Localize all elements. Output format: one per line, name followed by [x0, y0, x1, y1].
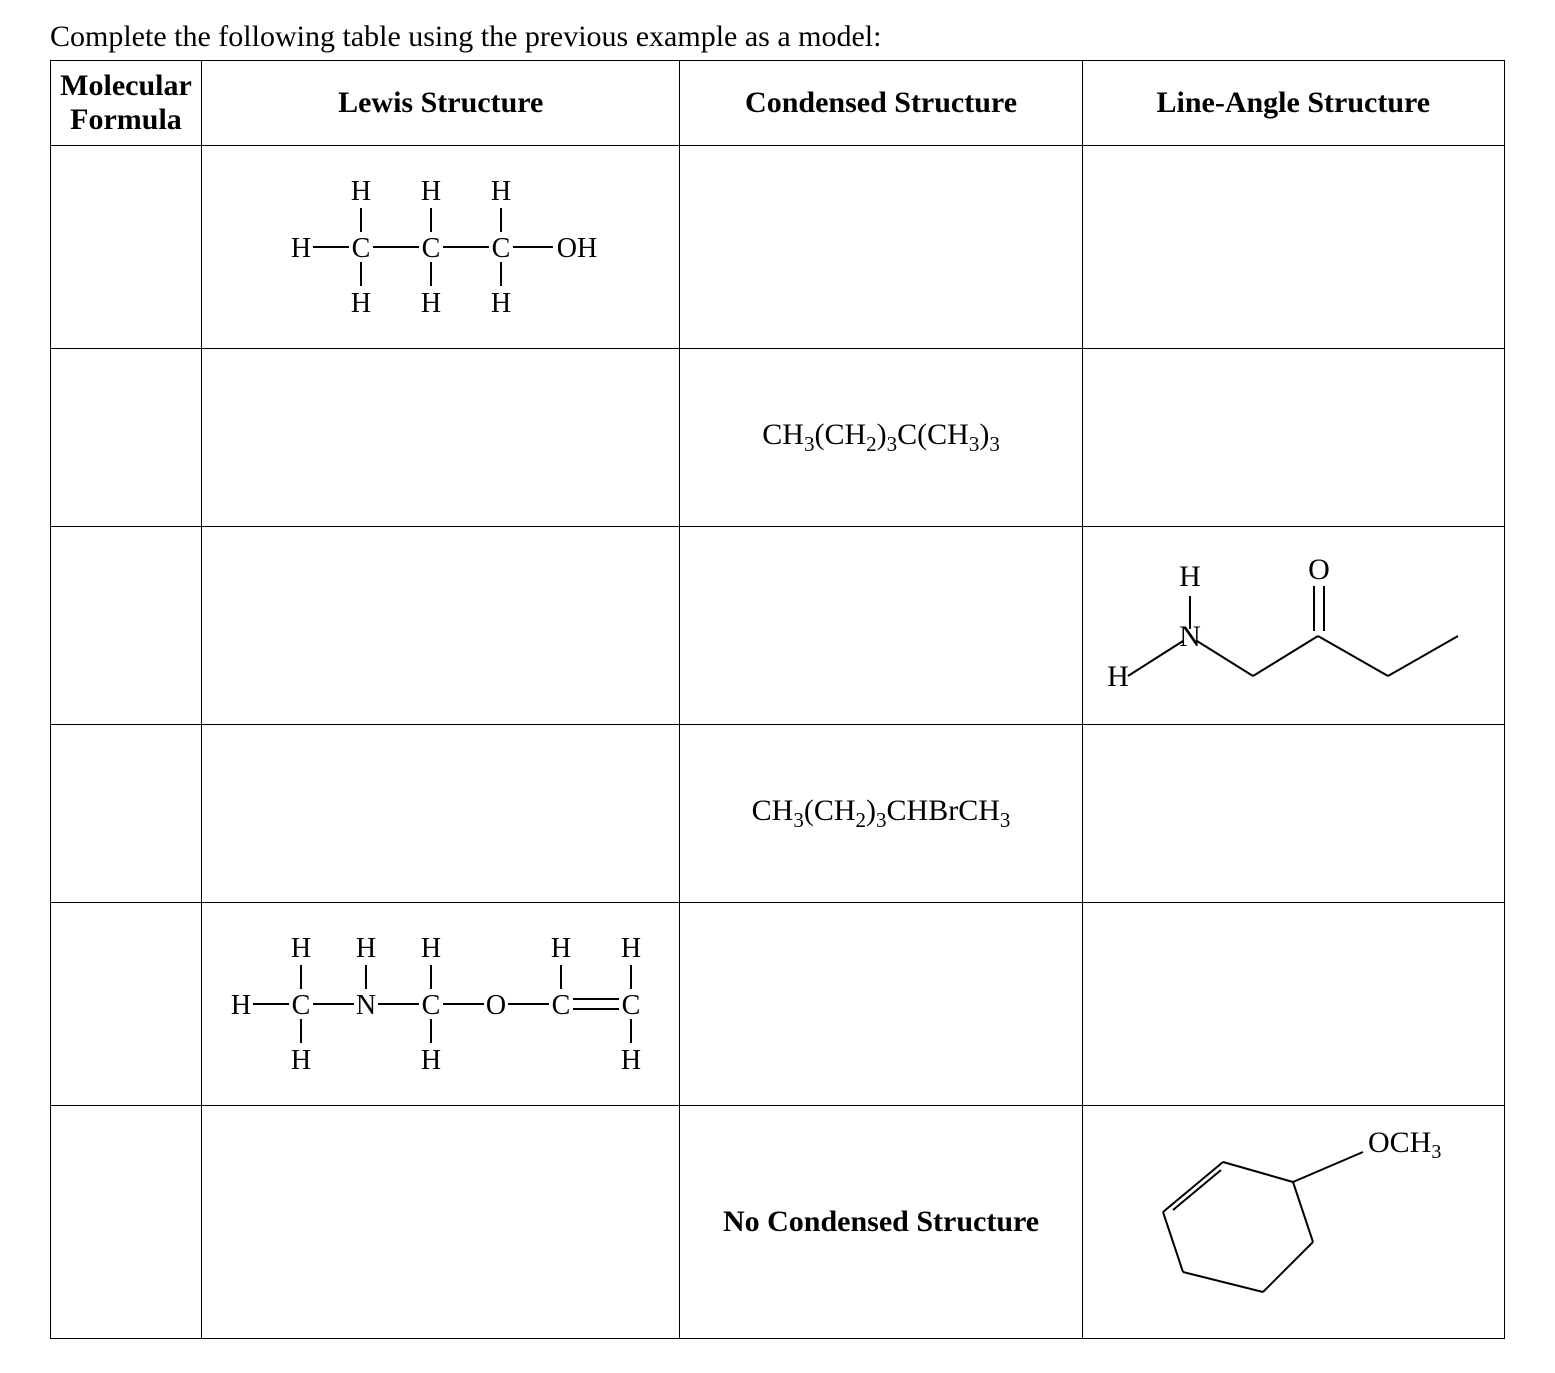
- cell-lewis-4: [201, 725, 679, 903]
- label-h-left: H: [1107, 660, 1129, 693]
- svg-text:C: C: [351, 233, 370, 264]
- table-row: H N H O: [51, 527, 1505, 725]
- cell-mol-3: [51, 527, 202, 725]
- cell-mol-4: [51, 725, 202, 903]
- svg-text:H: H: [421, 1045, 441, 1076]
- cell-cond-4: CH3(CH2)3CHBrCH3: [680, 725, 1082, 903]
- table-row: CH3(CH2)3CHBrCH3: [51, 725, 1505, 903]
- svg-text:N: N: [356, 990, 376, 1021]
- svg-text:H: H: [291, 1045, 311, 1076]
- svg-text:H: H: [356, 933, 376, 964]
- header-line-angle-structure: Line-Angle Structure: [1082, 61, 1504, 146]
- svg-text:H: H: [551, 933, 571, 964]
- cell-cond-5: [680, 903, 1082, 1106]
- cell-cond-6: No Condensed Structure: [680, 1106, 1082, 1339]
- header-condensed-structure: Condensed Structure: [680, 61, 1082, 146]
- svg-text:O: O: [486, 990, 506, 1021]
- table-row: CH3(CH2)3C(CH3)3: [51, 349, 1505, 527]
- structure-table: Molecular Formula Lewis Structure Conden…: [50, 60, 1505, 1339]
- cell-line-2: [1082, 349, 1504, 527]
- header-row: Molecular Formula Lewis Structure Conden…: [51, 61, 1505, 146]
- cell-mol-1: [51, 146, 202, 349]
- svg-text:C: C: [621, 990, 640, 1021]
- svg-text:H: H: [621, 1045, 641, 1076]
- svg-text:OH: OH: [556, 233, 596, 264]
- table-row: H C N C O C C H H H H H H: [51, 903, 1505, 1106]
- cell-cond-1: [680, 146, 1082, 349]
- table-row: No Condensed Structure: [51, 1106, 1505, 1339]
- cell-cond-2: CH3(CH2)3C(CH3)3: [680, 349, 1082, 527]
- cell-mol-5: [51, 903, 202, 1106]
- lewis-structure-5-icon: H C N C O C C H H H H H H: [211, 919, 671, 1089]
- lewis-structure-1-icon: H C C C OH H H H H H H: [261, 162, 621, 332]
- instruction-text: Complete the following table using the p…: [50, 20, 1555, 54]
- cell-lewis-3: [201, 527, 679, 725]
- cell-line-5: [1082, 903, 1504, 1106]
- cell-line-3: H N H O: [1082, 527, 1504, 725]
- svg-text:H: H: [621, 933, 641, 964]
- svg-text:C: C: [291, 990, 310, 1021]
- svg-text:C: C: [421, 233, 440, 264]
- label-h-top: H: [1179, 560, 1201, 593]
- cell-lewis-5: H C N C O C C H H H H H H: [201, 903, 679, 1106]
- header-lewis-structure: Lewis Structure: [201, 61, 679, 146]
- label-och3: OCH3: [1368, 1126, 1441, 1163]
- svg-text:H: H: [421, 288, 441, 319]
- label-n: N: [1179, 620, 1201, 653]
- svg-text:H: H: [291, 933, 311, 964]
- svg-text:H: H: [351, 288, 371, 319]
- cell-lewis-6: [201, 1106, 679, 1339]
- cell-line-6: OCH3: [1082, 1106, 1504, 1339]
- cell-lewis-2: [201, 349, 679, 527]
- header-molecular-formula: Molecular Formula: [51, 61, 202, 146]
- line-angle-6-icon: OCH3: [1103, 1122, 1483, 1322]
- cell-mol-2: [51, 349, 202, 527]
- cell-line-1: [1082, 146, 1504, 349]
- svg-text:C: C: [421, 990, 440, 1021]
- cell-cond-3: [680, 527, 1082, 725]
- svg-text:H: H: [491, 288, 511, 319]
- svg-text:H: H: [291, 233, 311, 264]
- line-angle-3-icon: H N H O: [1093, 541, 1493, 711]
- svg-text:C: C: [551, 990, 570, 1021]
- svg-text:H: H: [231, 990, 251, 1021]
- svg-text:C: C: [491, 233, 510, 264]
- cell-mol-6: [51, 1106, 202, 1339]
- cell-line-4: [1082, 725, 1504, 903]
- svg-text:H: H: [491, 176, 511, 207]
- svg-text:H: H: [421, 176, 441, 207]
- svg-text:H: H: [421, 933, 441, 964]
- table-row: H C C C OH H H H H H H: [51, 146, 1505, 349]
- cell-lewis-1: H C C C OH H H H H H H: [201, 146, 679, 349]
- label-o: O: [1308, 553, 1330, 586]
- svg-text:H: H: [351, 176, 371, 207]
